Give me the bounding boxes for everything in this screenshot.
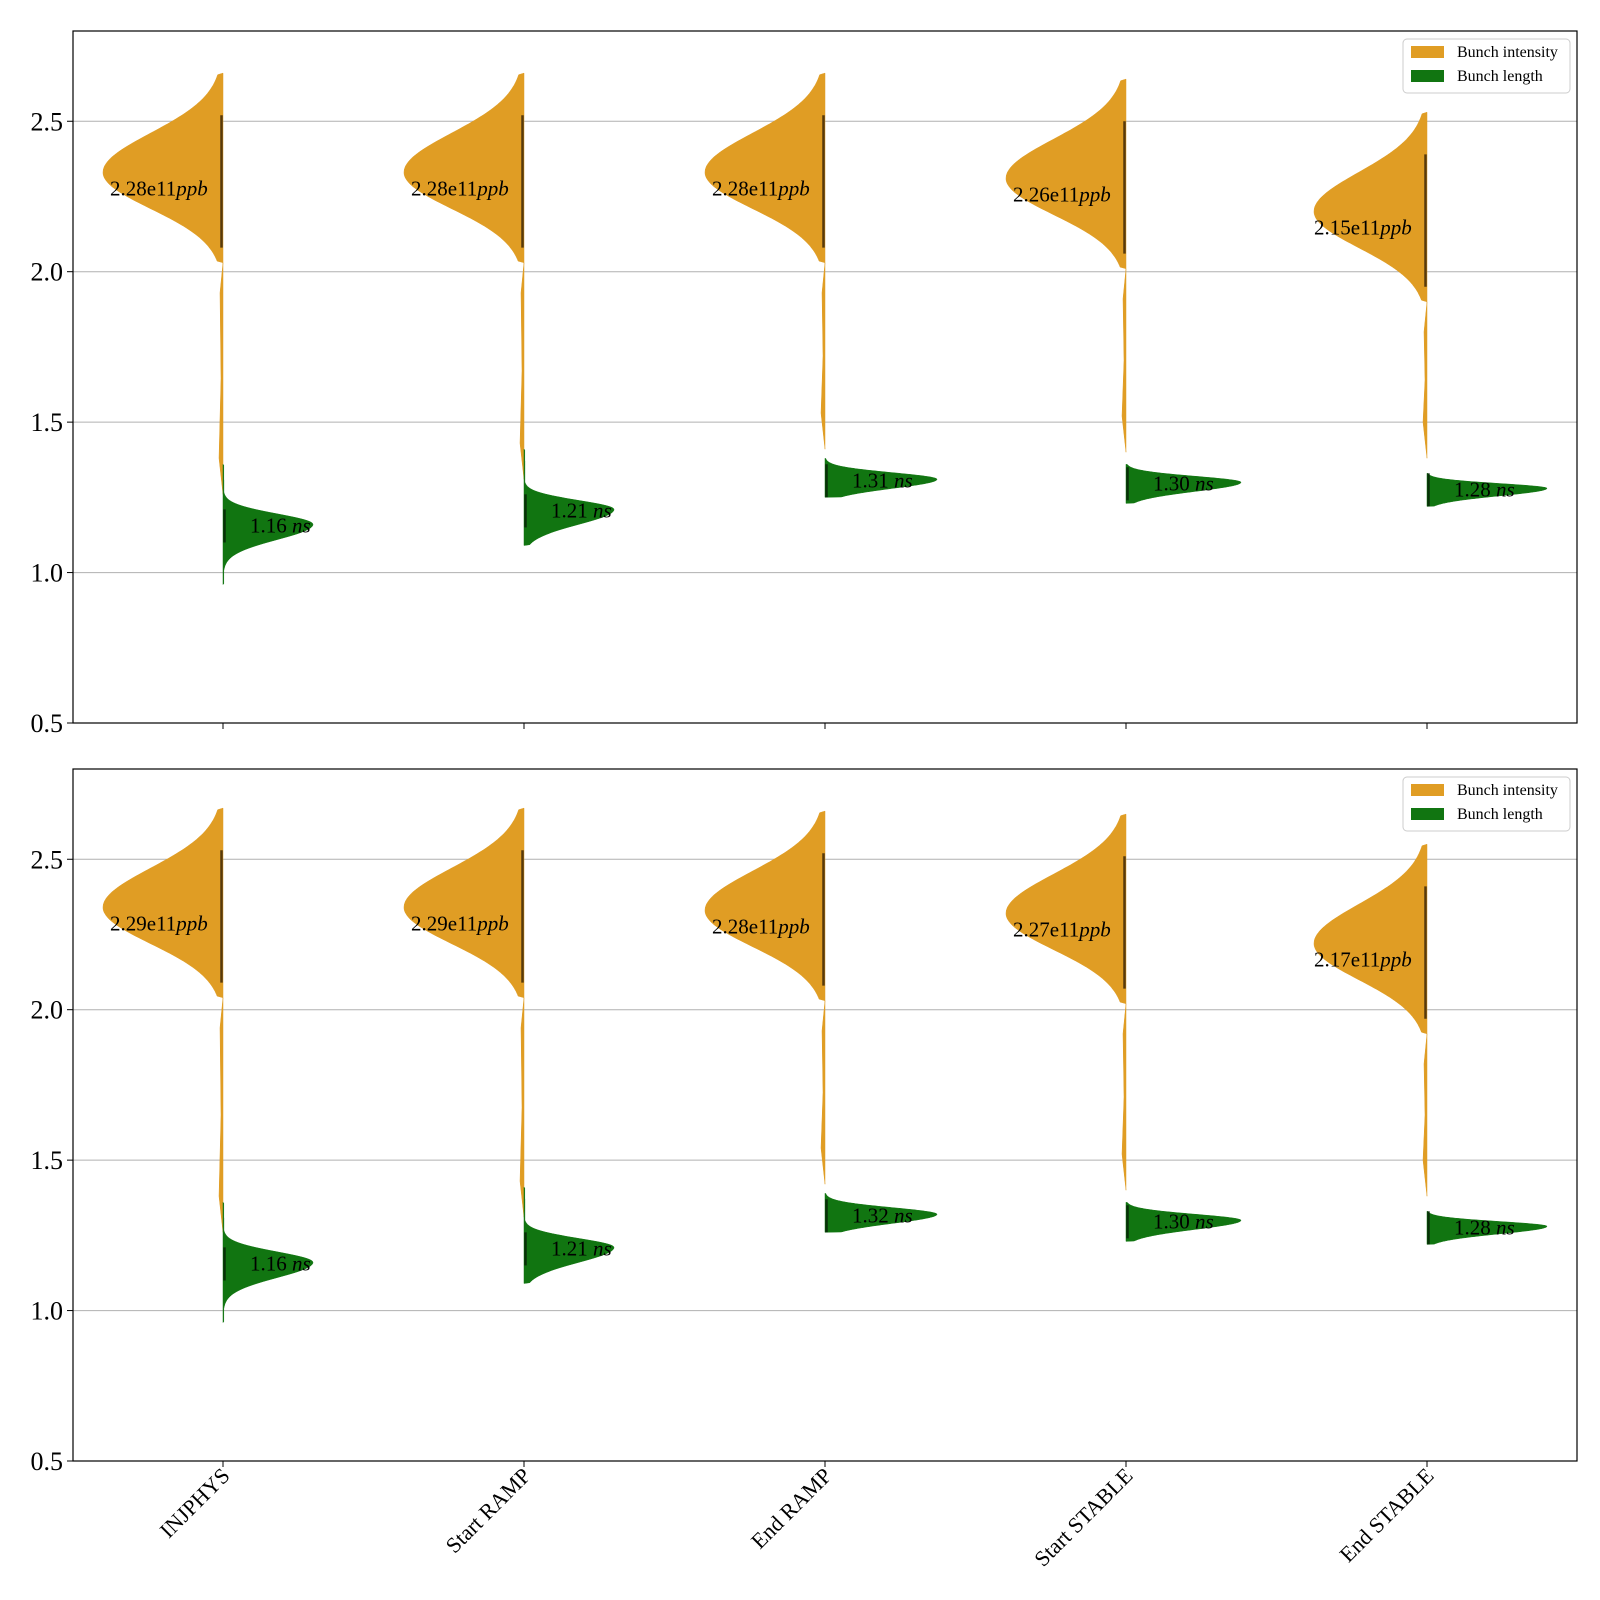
- y-tick-label: 1.5: [31, 408, 64, 437]
- legend-frame: [1402, 38, 1571, 94]
- intensity-violin-tail: [519, 262, 525, 480]
- length-value-label: 1.16 ns: [250, 513, 311, 537]
- length-value-label: 1.16 ns: [250, 1251, 311, 1275]
- length-violin: [1426, 1211, 1548, 1245]
- length-value-label: 1.21 ns: [551, 1236, 612, 1260]
- length-violin: [222, 1202, 314, 1324]
- length-violin: [1125, 1202, 1242, 1242]
- axes-frame: [72, 768, 1578, 1462]
- intensity-value-label: 2.17e11ppb: [1314, 948, 1412, 972]
- length-violin: [1125, 464, 1242, 504]
- intensity-violin: [1313, 111, 1428, 303]
- intensity-value-label: 2.28e11ppb: [411, 176, 509, 200]
- length-value-label: 1.32 ns: [852, 1203, 913, 1227]
- y-tick-label: 0.5: [31, 709, 64, 738]
- legend-swatch: [1411, 70, 1444, 82]
- length-value-label: 1.30 ns: [1153, 1209, 1214, 1233]
- y-tick-label: 0.5: [31, 1447, 64, 1476]
- x-category-label: Start STABLE: [1029, 1463, 1137, 1571]
- length-violin: [824, 1192, 938, 1233]
- legend-label: Bunch intensity: [1457, 44, 1558, 61]
- length-value-label: 1.31 ns: [852, 468, 913, 492]
- violin-panel-1: 0.5 1.0 1.5 2.0 2.5 2.28e11ppb 1.16 ns 2.28e11p…: [31, 30, 1578, 738]
- intensity-value-label: 2.27e11ppb: [1013, 917, 1111, 941]
- legend-label: Bunch intensity: [1457, 782, 1558, 799]
- length-violin: [1426, 473, 1548, 507]
- y-tick-label: 1.5: [31, 1146, 64, 1175]
- intensity-violin-tail: [1422, 1033, 1428, 1197]
- intensity-value-label: 2.15e11ppb: [1314, 216, 1412, 240]
- y-tick-label: 2.5: [31, 845, 64, 874]
- intensity-value-label: 2.26e11ppb: [1013, 182, 1111, 206]
- intensity-value-label: 2.28e11ppb: [110, 176, 208, 200]
- axes-frame: [72, 30, 1578, 724]
- intensity-violin: [704, 72, 826, 264]
- intensity-violin: [102, 807, 224, 999]
- intensity-value-label: 2.29e11ppb: [411, 911, 509, 935]
- intensity-value-label: 2.28e11ppb: [712, 176, 810, 200]
- length-value-label: 1.28 ns: [1454, 477, 1515, 501]
- intensity-violin: [403, 72, 525, 264]
- length-violin: [824, 457, 938, 498]
- intensity-violin-tail: [1121, 268, 1127, 453]
- intensity-violin-tail: [820, 1000, 826, 1185]
- intensity-violin: [704, 810, 826, 1002]
- legend-label: Bunch length: [1457, 68, 1543, 85]
- length-violin: [523, 1186, 615, 1284]
- x-category-label: INJPHYS: [155, 1463, 235, 1543]
- legend-swatch: [1411, 784, 1444, 796]
- intensity-violin: [1313, 843, 1428, 1035]
- legend: Bunch intensity Bunch length: [1402, 38, 1571, 94]
- y-tick-label: 1.0: [31, 1297, 64, 1326]
- length-value-label: 1.21 ns: [551, 498, 612, 522]
- length-violin: [523, 448, 615, 546]
- y-tick-label: 2.0: [31, 258, 64, 287]
- legend-frame: [1402, 776, 1571, 832]
- x-category-label: End STABLE: [1334, 1463, 1438, 1567]
- legend: Bunch intensity Bunch length: [1402, 776, 1571, 832]
- intensity-value-label: 2.29e11ppb: [110, 911, 208, 935]
- intensity-value-label: 2.28e11ppb: [712, 914, 810, 938]
- intensity-violin-tail: [218, 997, 224, 1233]
- intensity-violin: [102, 72, 224, 264]
- length-value-label: 1.30 ns: [1153, 471, 1214, 495]
- intensity-violin-tail: [218, 262, 224, 495]
- x-category-label: End RAMP: [746, 1463, 837, 1554]
- x-category-label: Start RAMP: [440, 1463, 535, 1558]
- intensity-violin-tail: [1422, 301, 1428, 459]
- intensity-violin: [1005, 78, 1127, 270]
- intensity-violin-tail: [820, 262, 826, 450]
- y-tick-label: 1.0: [31, 559, 64, 588]
- intensity-violin: [1005, 813, 1127, 1005]
- legend-swatch: [1411, 808, 1444, 820]
- length-value-label: 1.28 ns: [1454, 1215, 1515, 1239]
- intensity-violin: [403, 807, 525, 999]
- y-tick-label: 2.5: [31, 107, 64, 136]
- length-violin: [222, 464, 314, 586]
- violin-panel-2: 0.5 1.0 1.5 2.0 2.5 2.29e11ppb 1.16 ns 2.29e11p…: [31, 768, 1578, 1476]
- legend-label: Bunch length: [1457, 806, 1543, 823]
- y-tick-label: 2.0: [31, 996, 64, 1025]
- legend-swatch: [1411, 46, 1444, 58]
- intensity-violin-tail: [1121, 1003, 1127, 1191]
- intensity-violin-tail: [519, 997, 525, 1218]
